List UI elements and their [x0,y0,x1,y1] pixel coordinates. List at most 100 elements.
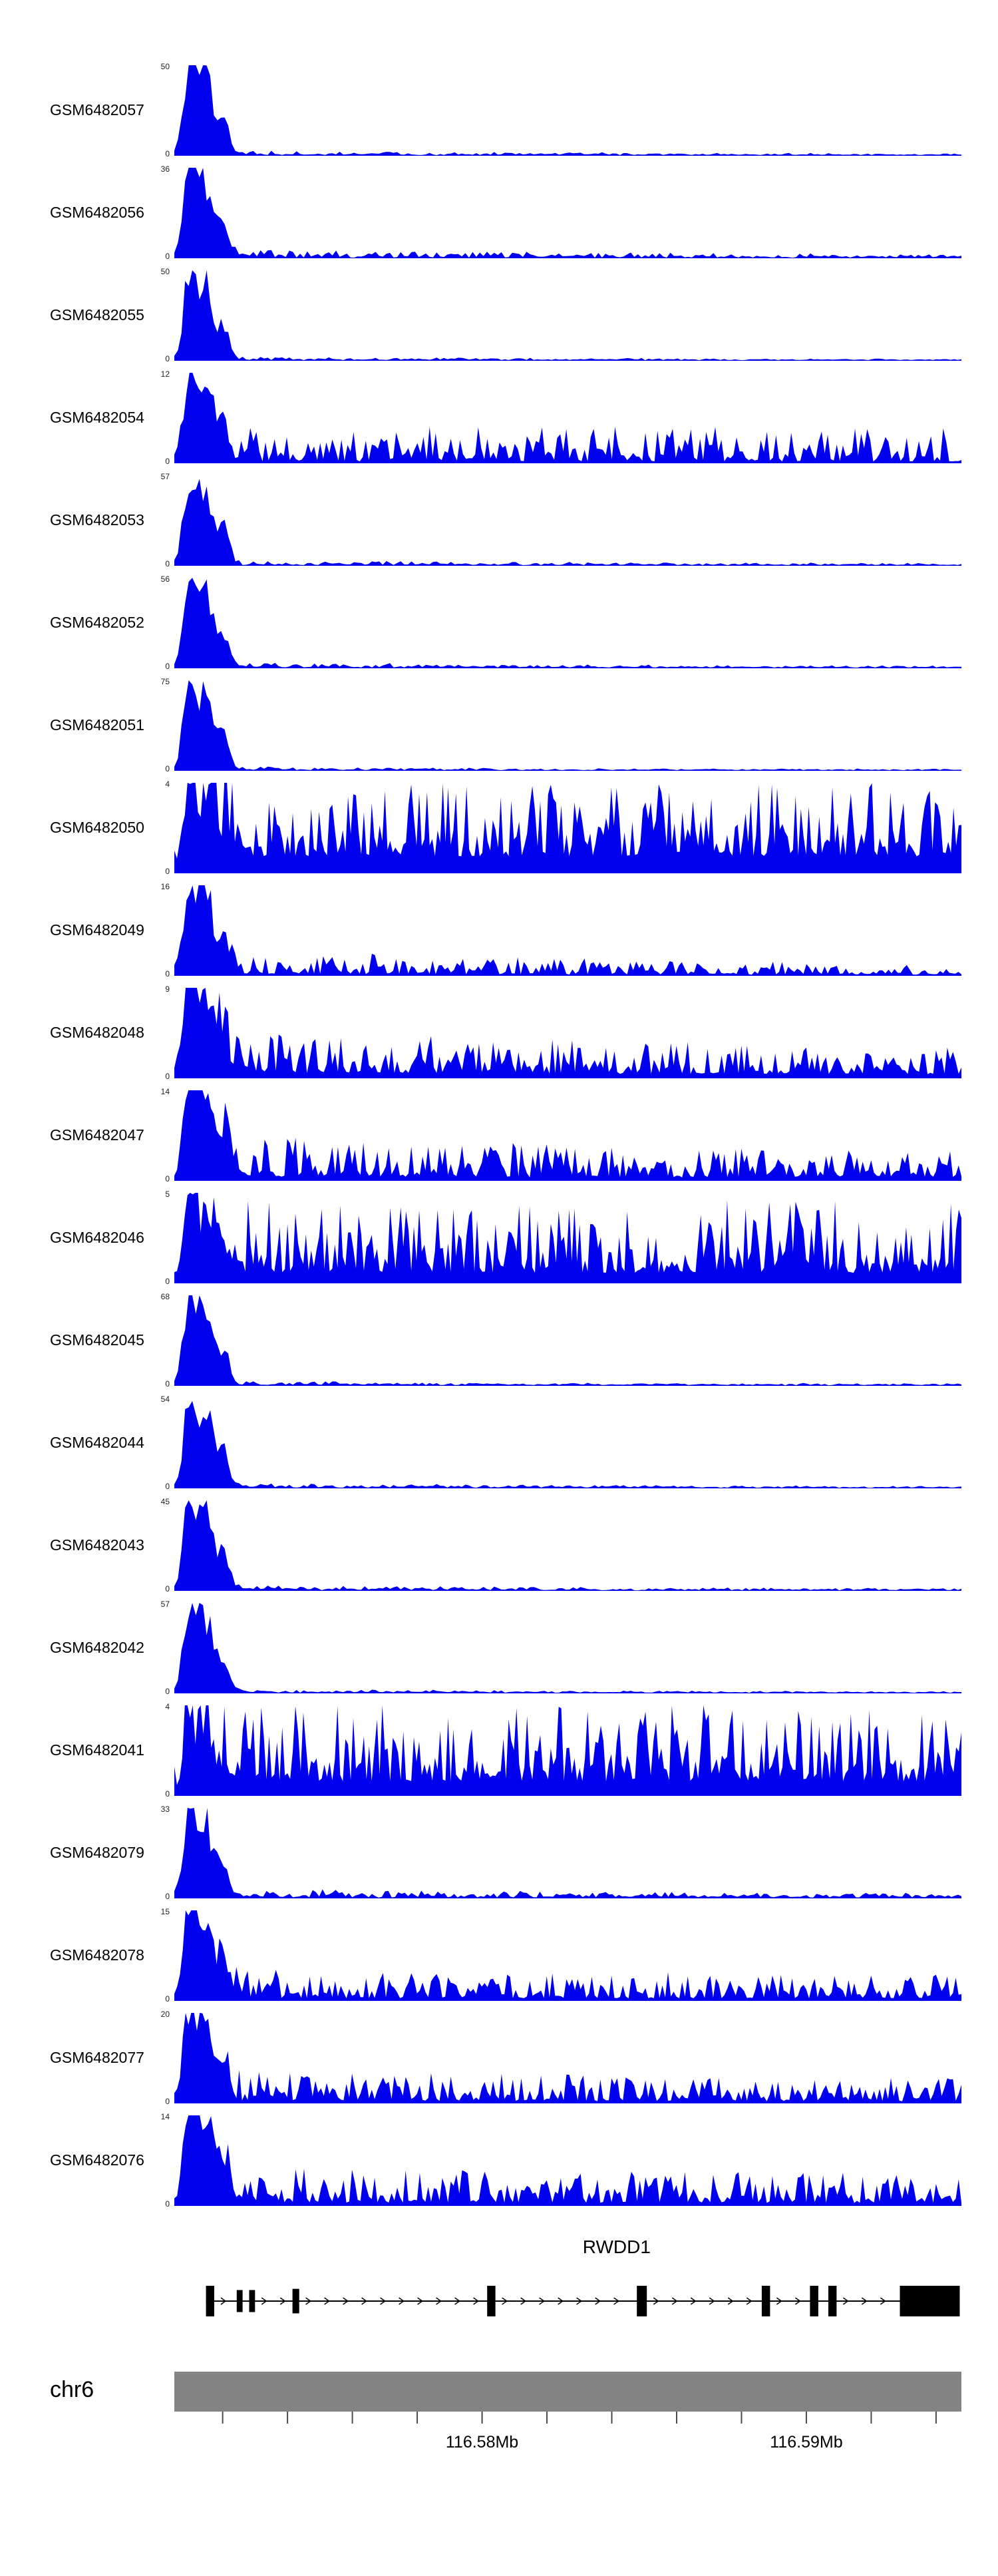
track-label: GSM6482041 [50,1741,144,1759]
coverage-plot: 56 0 [161,575,961,670]
signal-path [174,65,961,156]
coverage-track-row: GSM6482076 14 0 [0,2109,961,2211]
strand-arrow-icon [279,2297,286,2305]
coverage-area [174,270,961,361]
y-axis-min-label: 0 [165,969,170,978]
signal-path [174,270,961,361]
coverage-tracks: GSM6482057 50 0 GSM6482056 36 0 GSM6482055 50 0 G… [0,59,961,2211]
coverage-area [174,1090,961,1181]
coverage-area [174,1500,961,1591]
strand-arrow-icon [380,2297,386,2305]
strand-arrow-icon [343,2297,349,2305]
coverage-area [174,783,961,873]
coverage-area [174,479,961,566]
strand-arrow-icon [539,2297,545,2305]
y-axis-max-label: 50 [160,62,170,71]
y-axis-max-label: 20 [160,2010,170,2019]
coverage-plot: 15 0 [161,1908,961,2003]
y-axis-max-label: 68 [160,1292,170,1301]
coverage-area [174,65,961,156]
exon-box [828,2286,837,2316]
track-label: GSM6482044 [50,1433,144,1451]
exon-box [236,2290,243,2312]
y-axis-max-label: 16 [160,882,170,891]
signal-path [174,1808,961,1898]
y-axis-min-label: 0 [165,662,170,671]
strand-arrow-icon [709,2297,715,2305]
coverage-plot: 14 0 [161,2113,961,2208]
y-axis-min-label: 0 [165,1379,170,1389]
signal-path [174,1910,961,2001]
signal-path [174,2013,961,2103]
track-label: GSM6482054 [50,408,144,426]
coverage-area [174,1910,961,2001]
y-axis-max-label: 75 [160,677,170,686]
strand-arrow-icon [558,2297,564,2305]
track-label: GSM6482056 [50,203,144,221]
coverage-plot: 14 0 [161,1088,961,1183]
y-axis-min-label: 0 [165,457,170,466]
y-axis-min-label: 0 [165,1277,170,1286]
y-axis-min-label: 0 [165,1072,170,1081]
strand-arrow-icon [776,2297,782,2305]
track-label: GSM6482055 [50,306,144,323]
coverage-area [174,2013,961,2103]
track-label: GSM6482077 [50,2048,144,2066]
signal-path [174,168,961,258]
chromosome-label: chr6 [50,2377,94,2402]
strand-arrow-icon [220,2297,227,2305]
coverage-track-row: GSM6482042 57 0 [0,1596,961,1699]
signal-path [174,1400,961,1488]
y-axis-max-label: 14 [160,2112,170,2121]
coverage-track-row: GSM6482049 16 0 [0,879,961,981]
strand-arrow-icon [417,2297,423,2305]
track-label: GSM6482051 [50,716,144,734]
coverage-track-row: GSM6482047 14 0 [0,1084,961,1186]
coverage-area [174,1295,961,1386]
gene-model [206,2286,960,2316]
track-label: GSM6482048 [50,1023,144,1041]
coverage-area [174,885,961,976]
coverage-plot: 57 0 [161,473,961,568]
signal-path [174,578,961,668]
coverage-plot: 57 0 [161,1600,961,1695]
y-axis-max-label: 36 [160,164,170,174]
coverage-track-row: GSM6482057 50 0 [0,59,961,161]
strand-arrow-icon [473,2297,479,2305]
coverage-track-row: GSM6482048 9 0 [0,981,961,1084]
axis-tick-label: 116.59Mb [770,2433,843,2452]
y-axis-max-label: 50 [160,267,170,276]
coverage-area [174,168,961,258]
y-axis-max-label: 56 [160,574,170,584]
strand-arrow-icon [399,2297,405,2305]
coverage-track-row: GSM6482045 68 0 [0,1289,961,1391]
strand-arrow-icon [595,2297,601,2305]
strand-arrow-icon [671,2297,678,2305]
strand-arrow-icon [746,2297,752,2305]
coverage-track-row: GSM6482052 56 0 [0,571,961,674]
y-axis-min-label: 0 [165,867,170,876]
signal-path [174,1295,961,1386]
y-axis-min-label: 0 [165,1584,170,1594]
strand-arrow-icon [436,2297,442,2305]
track-label: GSM6482043 [50,1536,144,1554]
exon-box [900,2286,960,2316]
y-axis-min-label: 0 [165,1994,170,2004]
exon-box [637,2286,647,2316]
signal-path [174,988,961,1078]
exon-box [206,2286,214,2316]
strand-arrow-icon [861,2297,868,2305]
coverage-track-row: GSM6482055 50 0 [0,264,961,366]
track-label: GSM6482079 [50,1843,144,1861]
signal-path [174,885,961,976]
coverage-track-row: GSM6482056 36 0 [0,161,961,264]
coverage-plot: 45 0 [161,1498,961,1593]
coverage-area [174,373,961,463]
strand-arrow-icon [305,2297,311,2305]
strand-arrow-icon [361,2297,367,2305]
coverage-track-row: GSM6482050 4 0 [0,776,961,879]
exon-box [761,2286,770,2316]
exon-box [810,2286,818,2316]
